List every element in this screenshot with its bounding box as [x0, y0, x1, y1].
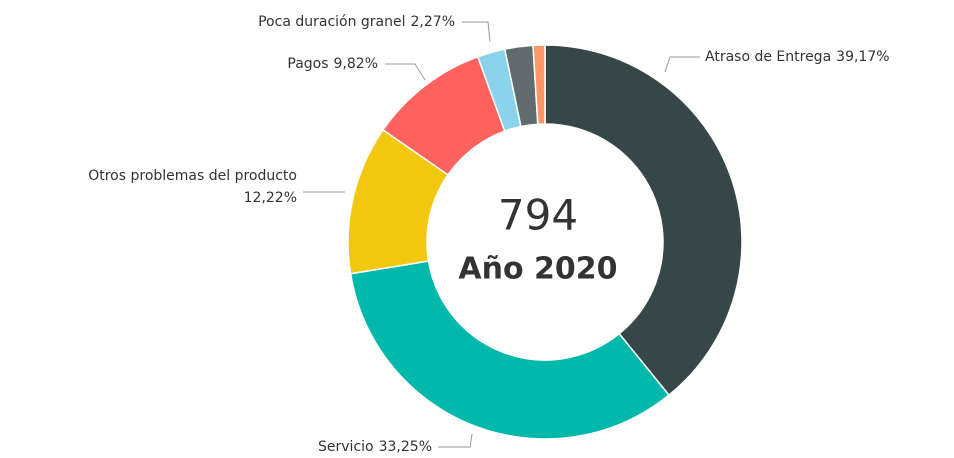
data-label: Poca duración granel 2,27%: [258, 14, 455, 30]
data-label: Otros problemas del producto 12,22%: [88, 168, 297, 206]
donut-segment: [349, 260, 670, 440]
data-label: Servicio 33,25%: [318, 439, 432, 455]
label-name: Pagos: [287, 56, 328, 72]
label-name: Servicio: [318, 439, 374, 455]
donut-segment: [544, 44, 743, 397]
center-label: Año 2020: [458, 252, 617, 287]
label-name: Poca duración granel: [258, 14, 405, 30]
leader-line: [664, 56, 700, 73]
label-name: Otros problemas del producto: [88, 168, 297, 184]
label-value: 2,27%: [411, 14, 455, 30]
label-value: 39,17%: [836, 49, 889, 65]
label-value: 33,25%: [379, 439, 432, 455]
leader-line: [438, 433, 473, 448]
label-name: Atraso de Entrega: [705, 49, 831, 65]
leader-line: [385, 63, 426, 81]
leader-line: [462, 21, 491, 43]
data-label: Atraso de Entrega 39,17%: [705, 49, 890, 65]
center-value: 794: [498, 191, 578, 240]
data-label: Pagos 9,82%: [287, 56, 378, 72]
donut-segment: [532, 44, 546, 126]
label-value: 9,82%: [334, 56, 378, 72]
label-value: 12,22%: [244, 190, 297, 206]
